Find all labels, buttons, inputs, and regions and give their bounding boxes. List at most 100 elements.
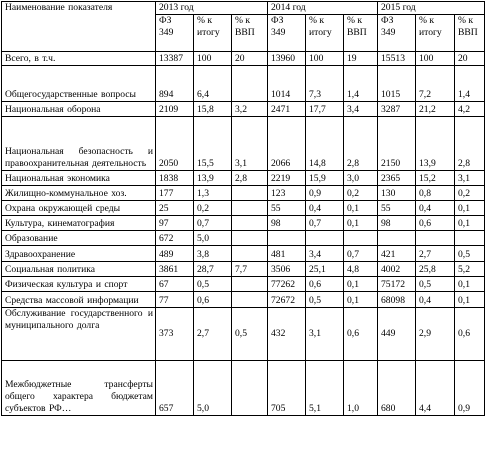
cell: 680 xyxy=(377,360,416,416)
cell xyxy=(231,291,268,308)
row-name: Национальная безопасность и правоохранит… xyxy=(1,116,156,171)
cell: 0,9 xyxy=(454,360,485,416)
cell: 130 xyxy=(377,185,416,201)
cell: 0,7 xyxy=(193,215,232,231)
cell: 77 xyxy=(155,291,194,308)
cell: 672 xyxy=(155,230,194,246)
cell xyxy=(231,185,268,201)
cell: 5,0 xyxy=(193,230,232,246)
cell xyxy=(377,230,416,246)
cell: 3861 xyxy=(155,261,194,277)
cell: 13,9 xyxy=(415,116,455,171)
cell: 6,4 xyxy=(193,65,232,102)
cell: 5,1 xyxy=(305,360,344,416)
cell: 0,5 xyxy=(193,276,232,292)
row-name: Физическая культура и спорт xyxy=(1,276,156,292)
cell: 5,2 xyxy=(454,261,485,277)
cell: 0,8 xyxy=(415,185,455,201)
row-name: Межбюджетные трансферты общего характера… xyxy=(1,360,156,416)
subheader-pct-gdp: % к ВВП xyxy=(454,14,485,52)
cell: 0,6 xyxy=(193,291,232,308)
cell: 0,5 xyxy=(305,291,344,308)
cell: 25 xyxy=(155,200,194,216)
cell: 13,9 xyxy=(193,170,232,186)
cell: 14,8 xyxy=(305,116,344,171)
cell: 1,3 xyxy=(193,185,232,201)
subheader-fz349: ФЗ 349 xyxy=(267,14,306,52)
header-row-years: Наименование показателя 2013 год 2014 го… xyxy=(1,1,485,52)
cell: 1014 xyxy=(267,65,306,102)
cell: 98 xyxy=(267,215,306,231)
row-name: Национальная оборона xyxy=(1,101,156,117)
cell: 7,2 xyxy=(415,65,455,102)
cell: 4,2 xyxy=(454,101,485,117)
cell: 72672 xyxy=(267,291,306,308)
cell: 7,3 xyxy=(305,65,344,102)
cell: 432 xyxy=(267,307,306,361)
cell: 20 xyxy=(454,51,485,66)
cell: 0,1 xyxy=(343,291,378,308)
cell: 0,6 xyxy=(343,307,378,361)
cell: 449 xyxy=(377,307,416,361)
table-row: Физическая культура и спорт 67 0,5 77262 0… xyxy=(1,276,485,292)
cell: 489 xyxy=(155,245,194,262)
row-name: Средства массовой информации xyxy=(1,291,156,308)
table-row: Национальная оборона 2109 15,8 3,2 2471 17,… xyxy=(1,101,485,117)
cell: 100 xyxy=(415,51,455,66)
cell: 28,7 xyxy=(193,261,232,277)
cell: 0,4 xyxy=(305,200,344,216)
row-name: Культура, кинематография xyxy=(1,215,156,231)
cell: 0,1 xyxy=(454,215,485,231)
cell: 25,1 xyxy=(305,261,344,277)
cell: 2471 xyxy=(267,101,306,117)
cell: 3506 xyxy=(267,261,306,277)
subheader-fz349: ФЗ 349 xyxy=(155,14,194,52)
header-year-2014: 2014 год xyxy=(267,1,378,15)
cell: 2050 xyxy=(155,116,194,171)
table-row: Общегосударственные вопросы 894 6,4 1014 7… xyxy=(1,65,485,102)
row-name: Общегосударственные вопросы xyxy=(1,65,156,102)
row-name: Обслуживание государственного и муниципа… xyxy=(1,307,156,361)
cell: 0,4 xyxy=(415,200,455,216)
cell: 123 xyxy=(267,185,306,201)
cell: 0,1 xyxy=(454,276,485,292)
table-row: Социальная политика 3861 28,7 7,7 3506 25,1… xyxy=(1,261,485,277)
cell xyxy=(454,230,485,246)
cell: 97 xyxy=(155,215,194,231)
cell: 0,9 xyxy=(305,185,344,201)
cell: 3,4 xyxy=(343,101,378,117)
subheader-pct-gdp: % к ВВП xyxy=(343,14,378,52)
cell xyxy=(343,230,378,246)
subheader-pct-total: % к итогу xyxy=(193,14,232,52)
cell: 2109 xyxy=(155,101,194,117)
cell xyxy=(231,360,268,416)
cell: 421 xyxy=(377,245,416,262)
cell: 4,4 xyxy=(415,360,455,416)
cell: 2150 xyxy=(377,116,416,171)
cell: 3,1 xyxy=(231,116,268,171)
cell: 0,7 xyxy=(305,215,344,231)
subheader-fz349: ФЗ 349 xyxy=(377,14,416,52)
cell: 3,1 xyxy=(305,307,344,361)
cell: 0,1 xyxy=(454,291,485,308)
table-row: Охрана окружающей среды 25 0,2 55 0,4 0,1 5… xyxy=(1,200,485,216)
subheader-pct-total: % к итогу xyxy=(415,14,455,52)
cell: 0,1 xyxy=(343,276,378,292)
cell: 177 xyxy=(155,185,194,201)
table-row: Национальная экономика 1838 13,9 2,8 2219 1… xyxy=(1,170,485,186)
cell: 19 xyxy=(343,51,378,66)
row-name: Национальная экономика xyxy=(1,170,156,186)
cell xyxy=(231,65,268,102)
table-row: Обслуживание государственного и муниципа… xyxy=(1,307,485,361)
cell: 2,9 xyxy=(415,307,455,361)
cell: 17,7 xyxy=(305,101,344,117)
header-row-subheaders: ФЗ 349 % к итогу % к ВВП ФЗ 349 % к итогу % к… xyxy=(2,14,485,52)
header-indicator-name: Наименование показателя xyxy=(1,1,156,52)
cell: 0,7 xyxy=(343,245,378,262)
cell: 0,2 xyxy=(343,185,378,201)
cell: 2,7 xyxy=(415,245,455,262)
cell: 2,7 xyxy=(193,307,232,361)
table-row: Всего, в т.ч. 13387 100 20 13960 100 19 1551… xyxy=(1,51,485,66)
cell: 25,8 xyxy=(415,261,455,277)
cell xyxy=(231,215,268,231)
